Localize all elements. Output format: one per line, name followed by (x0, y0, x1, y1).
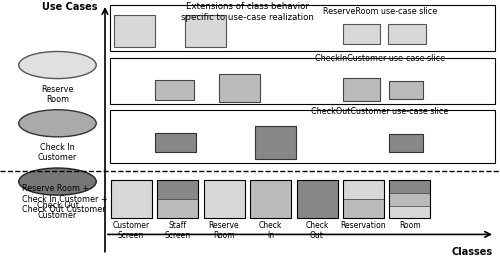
Text: Check
Out: Check Out (306, 221, 328, 240)
Bar (342, 78, 380, 101)
Text: Customer
Screen: Customer Screen (112, 221, 150, 240)
Ellipse shape (19, 51, 96, 79)
Text: Use Cases: Use Cases (42, 2, 98, 12)
Text: Check Out
Customer: Check Out Customer (36, 201, 78, 221)
Text: Classes: Classes (452, 247, 492, 257)
Bar (296, 180, 338, 218)
Text: Reserve Room +
Check In Customer +
Check Out Customer: Reserve Room + Check In Customer + Check… (22, 184, 108, 214)
Bar (110, 180, 152, 218)
Text: CheckInCustomer use-case slice: CheckInCustomer use-case slice (315, 54, 445, 63)
Bar (157, 199, 198, 218)
Bar (204, 180, 244, 218)
Text: Check In
Customer: Check In Customer (38, 143, 77, 162)
Bar (110, 110, 495, 163)
Text: CheckOutCustomer use-case slice: CheckOutCustomer use-case slice (312, 107, 448, 116)
Text: Reservation: Reservation (340, 221, 386, 230)
Ellipse shape (19, 168, 96, 195)
Bar (157, 180, 198, 199)
Text: Room: Room (399, 221, 421, 230)
Ellipse shape (19, 110, 96, 137)
Text: Reserve
Room: Reserve Room (42, 85, 74, 104)
Text: ReserveRoom use-case slice: ReserveRoom use-case slice (323, 7, 437, 16)
Bar (390, 205, 430, 218)
Bar (388, 24, 426, 44)
Bar (157, 180, 198, 218)
Bar (390, 180, 430, 193)
Bar (343, 180, 384, 218)
Bar (343, 180, 384, 199)
Bar (204, 180, 244, 218)
Bar (155, 80, 194, 100)
Bar (296, 180, 338, 218)
Bar (185, 15, 226, 47)
Bar (114, 15, 155, 47)
Bar (389, 81, 423, 99)
Bar (110, 58, 495, 104)
Bar (110, 180, 152, 218)
Bar (250, 180, 291, 218)
Text: Extensions of class behavior
specific to use-case realization: Extensions of class behavior specific to… (181, 2, 314, 22)
Bar (390, 180, 430, 218)
Bar (389, 134, 423, 152)
Bar (390, 193, 430, 205)
Bar (342, 24, 380, 44)
Bar (219, 74, 260, 102)
Bar (255, 126, 296, 159)
Bar (343, 199, 384, 218)
Text: Staff
Screen: Staff Screen (164, 221, 190, 240)
Text: Check
In: Check In (259, 221, 282, 240)
Text: Reserve
Room: Reserve Room (208, 221, 240, 240)
Bar (155, 133, 196, 152)
Bar (250, 180, 291, 218)
Bar (110, 5, 495, 51)
